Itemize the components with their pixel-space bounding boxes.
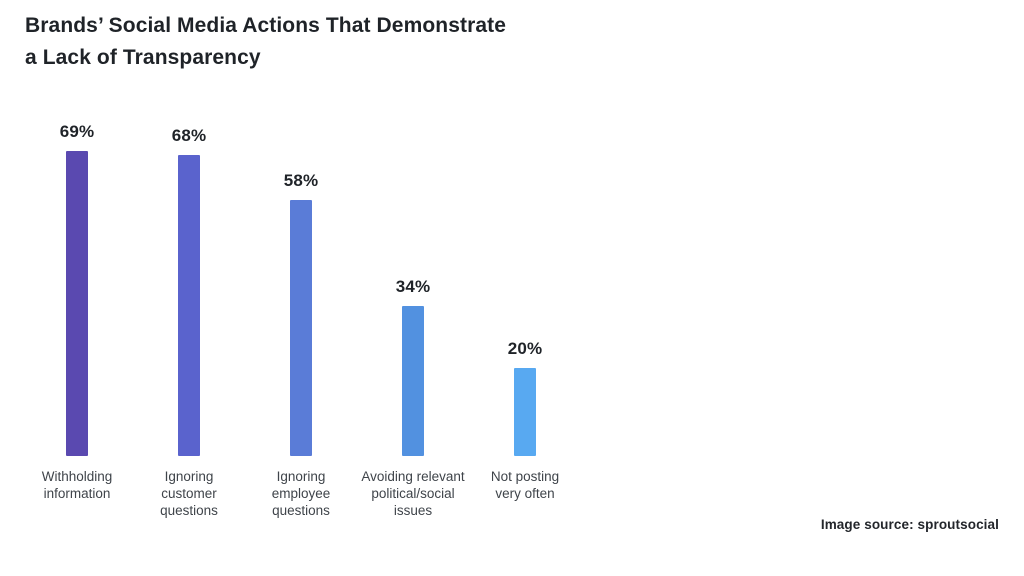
bar-column: 58% [245,110,357,456]
chart-title-line-1: Brands’ Social Media Actions That Demons… [25,14,506,37]
category-label: Withholding information [41,469,113,501]
category-label: Not posting very often [490,469,560,501]
bar-column: 20% [469,110,581,456]
chart-title-line-2: a Lack of Transparency [25,46,261,69]
bar [178,155,200,456]
category-label: Ignoring employee questions [271,469,331,518]
bar-value-label: 20% [507,339,543,358]
bar [66,151,88,456]
bar-value-label: 69% [59,122,95,141]
plot-area: 69% 68% 58% 34% 20% [21,110,581,456]
bar-column: 34% [357,110,469,456]
category-labels: Withholding information Ignoring customer… [21,468,581,519]
chart-title: Brands’ Social Media Actions That Demons… [25,10,506,74]
bar-value-label: 34% [395,277,431,296]
bar-value-label: 58% [283,171,319,190]
bar-column: 68% [133,110,245,456]
image-source-note: Image source: sproutsocial [820,517,999,532]
bar-value-label: 68% [171,126,207,145]
bar [402,306,424,456]
bar-column: 69% [21,110,133,456]
bar [514,368,536,456]
category-label: Avoiding relevant political/social issue… [361,469,465,518]
category-label: Ignoring customer questions [160,469,218,518]
bar [290,200,312,456]
